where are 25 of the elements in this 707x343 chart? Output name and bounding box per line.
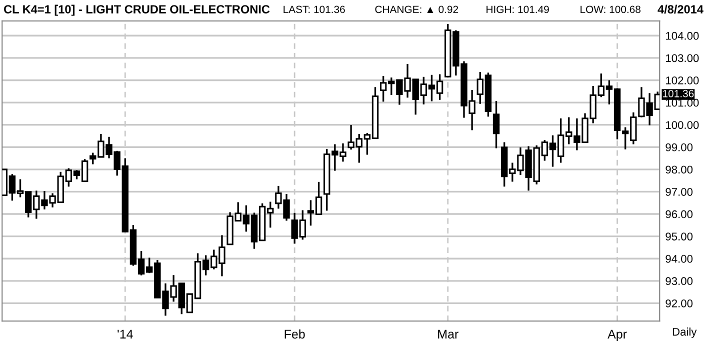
- text: 4/8/2014: [658, 4, 704, 14]
- text: LOW: 100.68: [580, 6, 640, 14]
- y-tick-label: 103.00: [666, 54, 699, 62]
- y-tick-label: 95.00: [666, 232, 693, 240]
- x-tick-label: Apr: [608, 330, 627, 342]
- x-tick-label: Mar: [438, 330, 458, 339]
- y-tick-label: 94.00: [666, 254, 693, 263]
- y-tick-label: 98.00: [666, 166, 693, 174]
- y-tick-label: 100.00: [666, 121, 699, 129]
- y-tick-label: 97.00: [666, 188, 693, 196]
- y-tick-label: 93.00: [666, 277, 693, 286]
- y-tick-label: 96.00: [666, 210, 693, 218]
- x-tick-label: '14: [118, 330, 133, 338]
- annotation: 101.36: [663, 90, 694, 98]
- x-tick-label: Feb: [284, 329, 305, 339]
- y-tick-label: 102.00: [666, 76, 699, 84]
- candlestick: [492, 100, 500, 150]
- text: CHANGE: ▲ 0.92: [375, 6, 458, 14]
- text: Daily: [672, 328, 697, 338]
- y-tick-label: 104.00: [666, 32, 699, 40]
- text: LAST: 101.36: [284, 6, 345, 14]
- chart-title: CL K4=1 [10] - LIGHT CRUDE OIL-ELECTRONIC: [4, 4, 270, 16]
- y-tick-label: 99.00: [666, 143, 693, 152]
- text: HIGH: 101.49: [486, 6, 549, 14]
- y-tick-label: 92.00: [666, 299, 693, 308]
